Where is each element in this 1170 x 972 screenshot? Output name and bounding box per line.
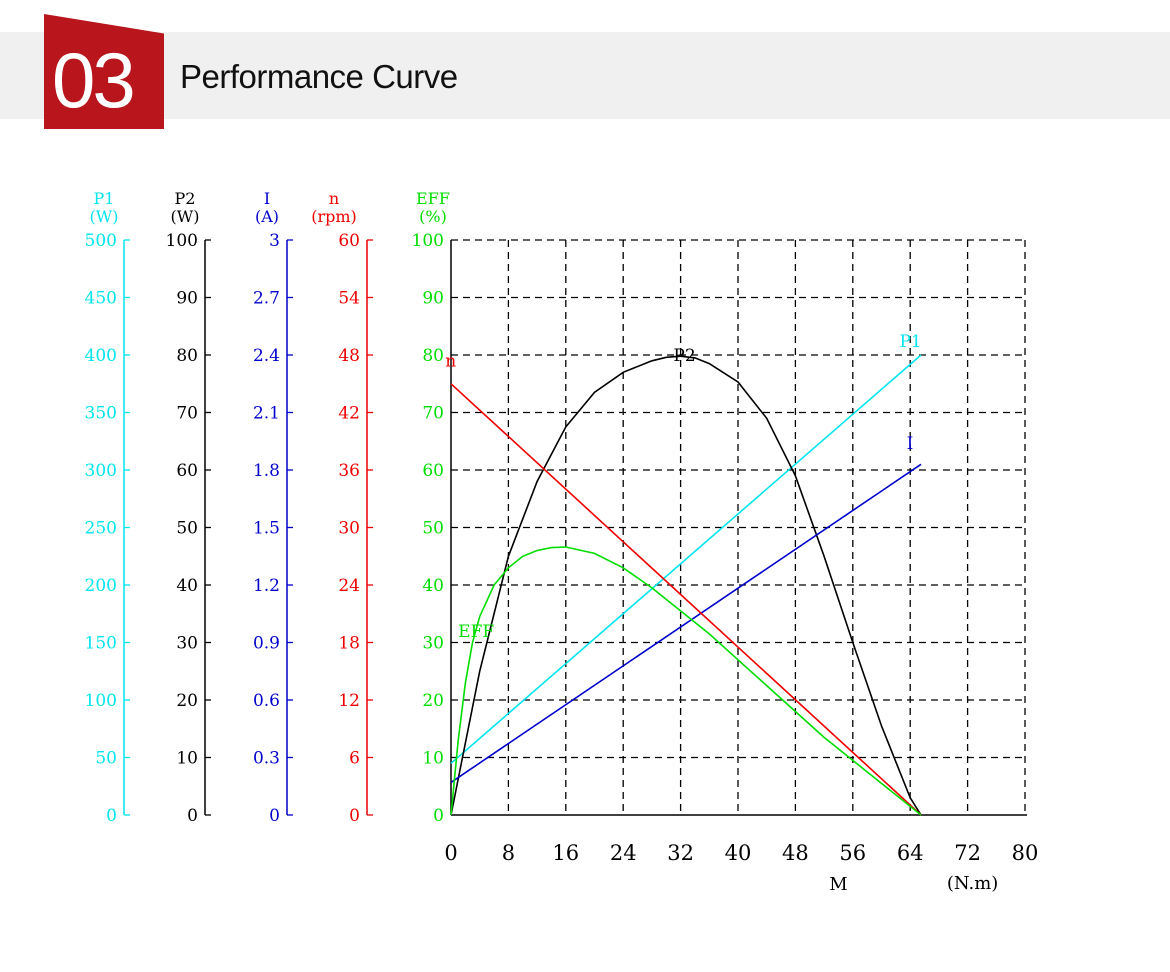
y-tick-label-i: 1.2 [253, 576, 280, 596]
series-label-eff: EFF [458, 622, 494, 642]
header-band [0, 32, 1170, 119]
section-badge [44, 14, 164, 129]
y-tick-label-eff: 0 [433, 806, 444, 826]
y-tick-label-p2: 10 [176, 749, 198, 769]
y-tick-label-n: 6 [349, 749, 360, 769]
y-axis-title-i: I [264, 189, 270, 208]
y-axis-unit-i: (A) [255, 207, 279, 226]
y-tick-label-p1: 400 [85, 346, 117, 366]
x-tick-label: 16 [552, 841, 579, 865]
x-tick-label: 32 [667, 841, 694, 865]
y-tick-label-n: 24 [338, 576, 360, 596]
x-tick-label: 40 [725, 841, 752, 865]
section-number: 03 [52, 36, 136, 124]
y-tick-label-eff: 90 [422, 289, 444, 309]
y-axis-unit-eff: (%) [419, 207, 447, 226]
series-label-n: n [445, 352, 456, 372]
x-tick-label: 48 [782, 841, 809, 865]
y-tick-label-i: 1.8 [253, 461, 280, 481]
y-tick-label-i: 0.3 [253, 749, 280, 769]
y-tick-label-p2: 60 [176, 461, 198, 481]
y-tick-label-n: 36 [338, 461, 360, 481]
x-axis-label: M [829, 874, 847, 895]
y-tick-label-p1: 350 [85, 404, 117, 424]
y-tick-label-eff: 80 [422, 346, 444, 366]
y-tick-label-i: 2.1 [253, 404, 280, 424]
y-tick-label-i: 2.4 [253, 346, 280, 366]
y-tick-label-p2: 40 [176, 576, 198, 596]
y-tick-label-n: 0 [349, 806, 360, 826]
x-tick-label: 80 [1012, 841, 1039, 865]
y-axis-title-eff: EFF [416, 189, 450, 208]
y-tick-label-p1: 150 [85, 634, 117, 654]
y-tick-label-p2: 90 [176, 289, 198, 309]
y-axis-unit-p1: (W) [90, 207, 119, 226]
y-tick-label-eff: 70 [422, 404, 444, 424]
section-title: Performance Curve [180, 58, 458, 95]
y-tick-label-eff: 50 [422, 519, 444, 539]
y-tick-label-n: 30 [338, 519, 360, 539]
x-tick-label: 56 [839, 841, 866, 865]
x-tick-label: 24 [610, 841, 637, 865]
y-tick-label-n: 18 [338, 634, 360, 654]
y-tick-label-eff: 40 [422, 576, 444, 596]
y-tick-label-p2: 50 [176, 519, 198, 539]
y-tick-label-p2: 0 [187, 806, 198, 826]
series-line-p1 [450, 354, 922, 764]
x-tick-label: 8 [502, 841, 515, 865]
y-tick-label-eff: 10 [422, 749, 444, 769]
y-tick-label-i: 2.7 [253, 289, 280, 309]
y-tick-label-i: 0.6 [253, 691, 280, 711]
y-axis-unit-n: (rpm) [311, 207, 357, 226]
plot-grid [451, 239, 1026, 815]
series-label-p2: P2 [673, 346, 695, 366]
y-tick-label-p1: 50 [95, 749, 117, 769]
y-tick-label-i: 1.5 [253, 519, 280, 539]
y-tick-label-p2: 20 [176, 691, 198, 711]
y-tick-label-p1: 300 [85, 461, 117, 481]
series-line-p2 [450, 355, 922, 816]
x-tick-label: 72 [954, 841, 981, 865]
y-tick-label-eff: 60 [422, 461, 444, 481]
y-axis-title-p1: P1 [94, 189, 115, 208]
x-tick-label: 64 [897, 841, 924, 865]
series-line-eff [450, 546, 922, 816]
y-tick-label-p1: 0 [106, 806, 117, 826]
y-tick-label-i: 3 [269, 231, 280, 251]
y-tick-label-n: 12 [338, 691, 360, 711]
y-axis-title-n: n [329, 189, 339, 208]
y-tick-label-eff: 100 [412, 231, 444, 251]
y-tick-label-eff: 30 [422, 634, 444, 654]
series-label-i: I [907, 434, 914, 454]
y-tick-label-n: 60 [338, 231, 360, 251]
y-tick-label-p1: 250 [85, 519, 117, 539]
y-tick-label-p1: 100 [85, 691, 117, 711]
y-tick-label-p2: 80 [176, 346, 198, 366]
y-tick-label-n: 48 [338, 346, 360, 366]
y-axis-title-p2: P2 [175, 189, 196, 208]
y-tick-label-i: 0.9 [253, 634, 280, 654]
y-tick-label-p2: 100 [166, 231, 198, 251]
y-tick-label-n: 42 [338, 404, 360, 424]
x-axis-unit: (N.m) [947, 873, 998, 894]
y-tick-label-eff: 20 [422, 691, 444, 711]
y-tick-label-n: 54 [338, 289, 360, 309]
y-tick-label-p1: 500 [85, 231, 117, 251]
y-tick-label-p2: 70 [176, 404, 198, 424]
y-tick-label-i: 0 [269, 806, 280, 826]
y-tick-label-p2: 30 [176, 634, 198, 654]
x-tick-label: 0 [444, 841, 457, 865]
y-axis-unit-p2: (W) [171, 207, 200, 226]
series-label-p1: P1 [899, 332, 921, 352]
y-tick-label-p1: 200 [85, 576, 117, 596]
series-line-n [450, 383, 922, 816]
y-tick-label-p1: 450 [85, 289, 117, 309]
series-line-i [450, 463, 922, 784]
